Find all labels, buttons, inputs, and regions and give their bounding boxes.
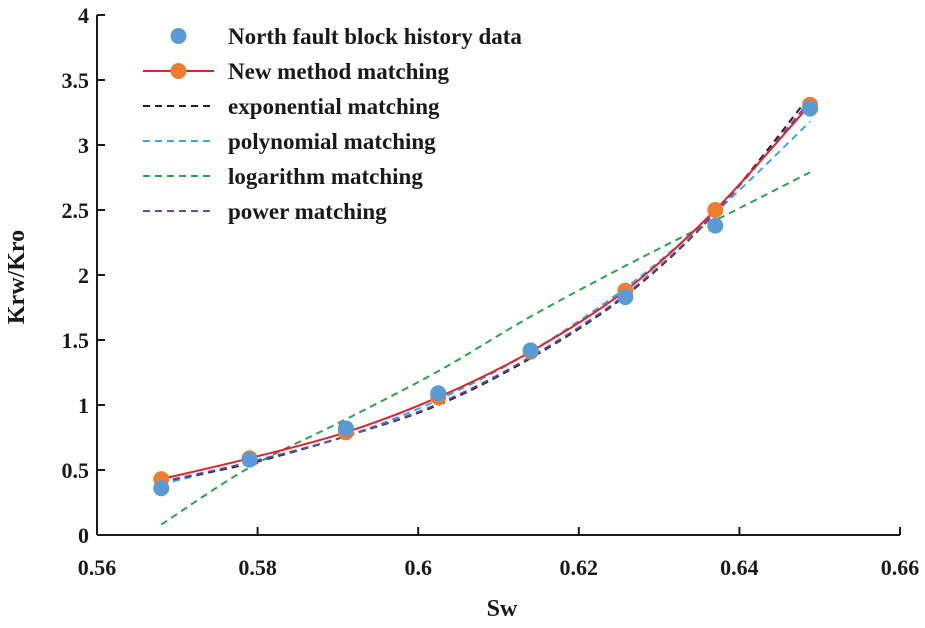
history-data-point [153, 480, 170, 497]
legend-item-polynomial-matching: polynomial matching [143, 129, 436, 154]
history-data-point [522, 342, 539, 359]
history-data-point [430, 385, 447, 402]
new-method-matching-point [707, 202, 724, 218]
y-tick-label: 3 [78, 133, 89, 158]
series-power-matching [161, 100, 811, 483]
power-matching-line [161, 100, 811, 483]
y-tick-label: 1.5 [62, 328, 90, 353]
legend-label: logarithm matching [228, 164, 423, 189]
y-tick-label: 0.5 [62, 458, 90, 483]
legend-label: polynomial matching [228, 129, 436, 154]
history-data-point [707, 217, 724, 234]
history-data-point [337, 420, 354, 437]
legend-marker [170, 28, 187, 44]
legend-label: New method matching [228, 59, 450, 84]
x-tick-label: 0.6 [404, 555, 432, 580]
y-tick-label: 2.5 [62, 198, 90, 223]
legend-item-north-fault-block-history-data: North fault block history data [170, 24, 522, 49]
legend-marker [170, 63, 187, 79]
x-tick-label: 0.64 [720, 555, 759, 580]
y-tick-label: 2 [78, 263, 89, 288]
history-data-point [802, 100, 819, 117]
legend: North fault block history data New method… [143, 24, 522, 224]
legend-item-logarithm-matching: logarithm matching [143, 164, 423, 189]
legend-label: North fault block history data [228, 24, 522, 49]
x-tick-label: 0.62 [560, 555, 599, 580]
y-tick-label: 3.5 [62, 68, 90, 93]
series-new-method-matching [153, 96, 819, 488]
legend-label: exponential matching [228, 94, 440, 119]
series-north-fault-block-history-data [153, 100, 819, 497]
x-tick-label: 0.56 [78, 555, 117, 580]
history-data-point [241, 451, 258, 468]
legend-item-new-method-matching: New method matching [143, 59, 450, 84]
legend-item-exponential-matching: exponential matching [143, 94, 440, 119]
series-layer [153, 94, 819, 526]
x-tick-label: 0.58 [238, 555, 277, 580]
axes: 0 0.5 1 1.5 2 2.5 3 3.5 4 0.56 0.58 0.6 0.62 0.64 0.66 [62, 3, 920, 580]
legend-item-power-matching: power matching [143, 199, 387, 224]
new-method-matching-line [161, 104, 811, 481]
history-data-point [617, 289, 634, 306]
x-tick-label: 0.66 [881, 555, 920, 580]
x-axis-title: Sw [487, 596, 518, 622]
y-tick-label: 0 [78, 523, 89, 548]
y-tick-label: 4 [78, 3, 89, 28]
legend-label: power matching [228, 199, 387, 224]
y-tick-label: 1 [78, 393, 89, 418]
y-axis-title: Krw/Kro [4, 230, 30, 324]
